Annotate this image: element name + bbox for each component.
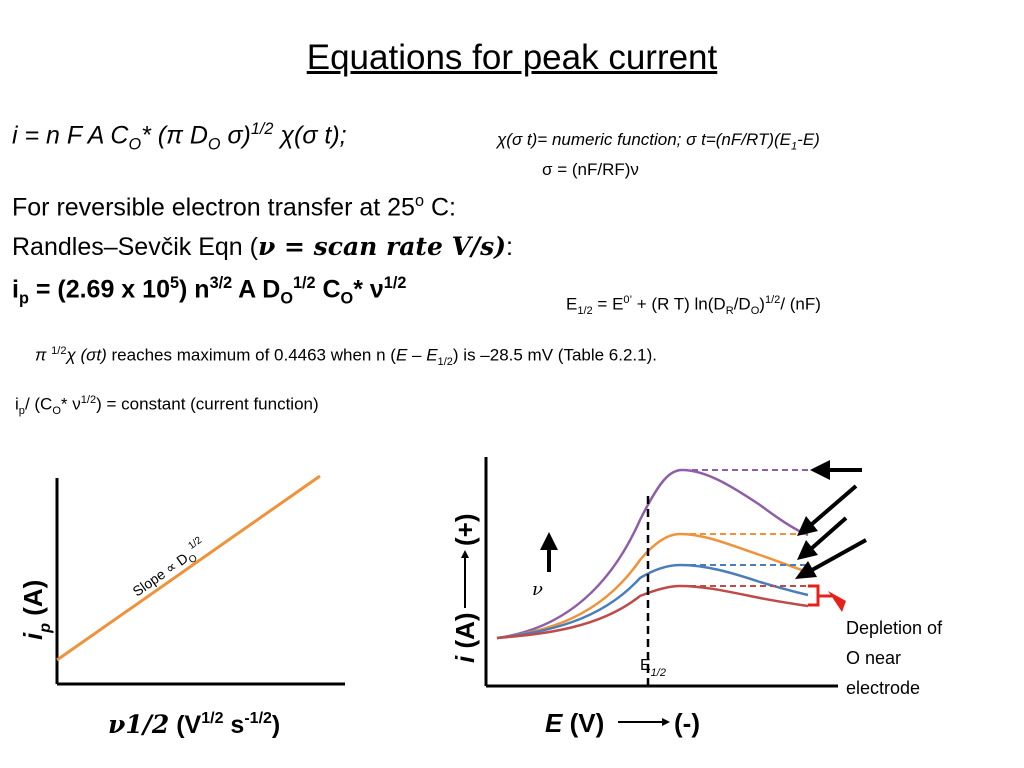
left-x-label: ν1/2 (V1/2 s-1/2): [108, 710, 280, 739]
right-y-plus: (+): [450, 514, 480, 547]
page-title: Equations for peak current: [306, 38, 718, 77]
nu-label: ν: [532, 579, 543, 600]
depletion-bracket: [808, 584, 820, 607]
randles-sevcik-line: Randles–Sevčik Eqn (ν = scan rate V/s):: [12, 232, 513, 261]
depletion-arrowhead: [828, 591, 846, 612]
cv-curve-blue: [496, 563, 809, 640]
maximum-note: π 1/2χ (σt) reaches maximum of 0.4463 wh…: [35, 345, 657, 369]
half-wave-potential-equation: E1/2 = E0’ + (R T) ln(DR/DO)1/2/ (nF): [566, 294, 821, 318]
pointer-arrowhead-3: [797, 540, 818, 560]
left-plot: Slope ∝ DO1/2 ip (A) ν1/2 (V1/2 s-1/2): [18, 474, 345, 739]
peak-current-formula: ip = (2.69 x 105) n3/2 A DO1/2 CO* ν1/2: [12, 274, 407, 308]
cv-curve-red: [496, 584, 809, 640]
ip-vs-sqrt-scan-rate-line: [56, 474, 321, 662]
e-half-label: E1/2: [640, 657, 666, 679]
reversible-transfer-line: For reversible electron transfer at 25o …: [12, 192, 456, 222]
slope-label: Slope ∝ DO1/2: [128, 535, 211, 603]
pointer-arrow-2: [810, 484, 858, 526]
pointer-arrowhead-2: [797, 516, 818, 536]
scan-rate-arrowhead: [540, 532, 558, 550]
pointer-arrow-4: [811, 538, 867, 572]
right-y-label: i (A): [450, 612, 480, 663]
current-function-note: ip/ (CO* ν1/2) = constant (current funct…: [15, 394, 319, 418]
numeric-function-note: χ(σ t)= numeric function; σ t=(nF/RT)(E1…: [497, 130, 820, 153]
cv-curve-purple: [496, 468, 809, 640]
right-x-minus: (-): [674, 708, 700, 738]
depletion-label: Depletion of O near electrode: [846, 618, 947, 698]
right-x-label: E (V): [545, 708, 604, 738]
left-y-label: ip (A): [18, 580, 54, 640]
peak-current-equation: i = n F A CO* (π DO σ)1/2 χ(σ t);: [12, 120, 347, 154]
pointer-arrowhead-4: [795, 561, 817, 579]
pointer-arrowhead-1: [810, 460, 830, 480]
sigma-definition: σ = (nF/RF)ν: [542, 160, 639, 179]
pointer-arrow-3: [810, 516, 848, 550]
right-plot: ν i (A) (+) E (V) (-) E1/2 Depletion of …: [450, 457, 947, 738]
cv-curve-orange: [496, 532, 809, 640]
